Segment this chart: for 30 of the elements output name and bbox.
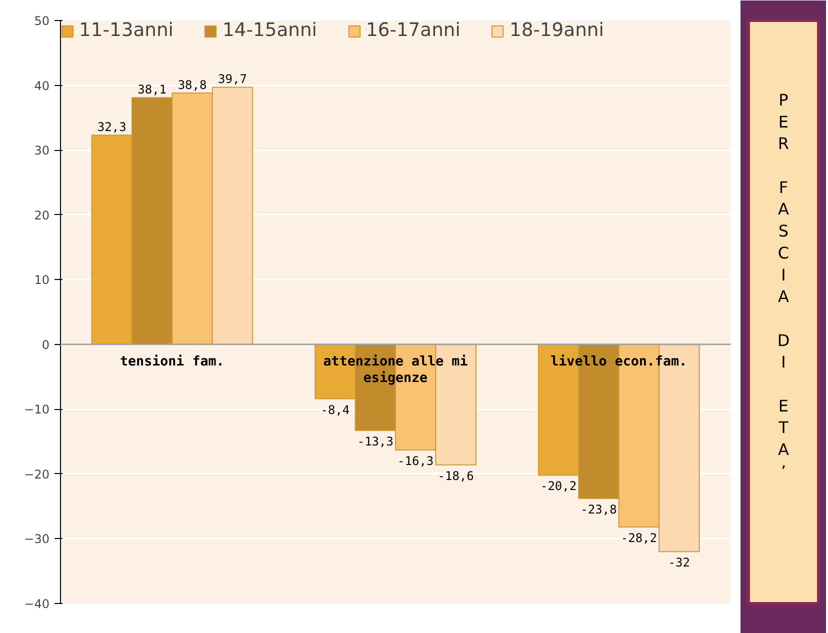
y-tick-label: 0 [42, 338, 50, 352]
data-label: -28,2 [620, 531, 657, 546]
data-label: -16,3 [398, 454, 434, 468]
data-label: -32 [668, 556, 690, 570]
legend-label: 14-15anni [222, 20, 317, 41]
data-label: -8,4 [320, 402, 350, 417]
y-tick-label: 10 [34, 273, 50, 288]
legend-label: 18-19anni [509, 20, 604, 41]
text: PER FASCIA DI ETA’ [777, 90, 790, 481]
x-tick-label: tensioni fam. [120, 354, 224, 370]
y-tick-label: 50 [34, 14, 50, 28]
data-label: 39,7 [218, 72, 247, 86]
data-label: -20,2 [540, 479, 577, 494]
y-tick-label: 40 [34, 78, 50, 93]
y-tick-label: −20 [24, 467, 50, 482]
y-tick-label: 20 [34, 208, 50, 222]
data-label: 38,8 [178, 78, 207, 92]
data-label: 38,1 [138, 82, 167, 97]
data-label: -18,6 [438, 468, 474, 483]
data-label: 32,3 [97, 120, 126, 134]
y-tick-label: −40 [24, 597, 50, 611]
data-label: -23,8 [580, 502, 617, 517]
y-tick-label: −30 [24, 532, 50, 546]
x-tick-label: livello econ.fam. [550, 354, 688, 370]
y-tick-label: 30 [34, 144, 50, 158]
legend-label: 16-17anni [366, 20, 460, 41]
legend-label: 11-13anni [79, 20, 174, 41]
y-tick-label: −10 [24, 402, 50, 417]
x-tick-label: attenzione alle mi esigenze [323, 354, 468, 386]
data-label: -13,3 [357, 434, 394, 449]
